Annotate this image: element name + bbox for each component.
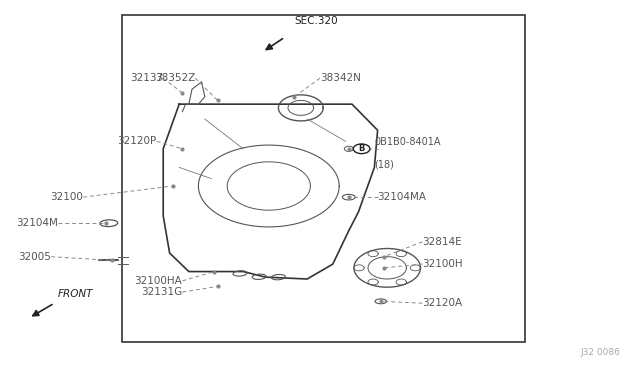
Circle shape: [353, 144, 370, 154]
Text: 32120A: 32120A: [422, 298, 463, 308]
Text: 32104M: 32104M: [16, 218, 58, 228]
Text: B: B: [358, 144, 365, 153]
Text: 32131G: 32131G: [141, 287, 182, 297]
FancyBboxPatch shape: [122, 15, 525, 342]
Text: FRONT: FRONT: [58, 289, 93, 299]
Text: 32137: 32137: [130, 73, 163, 83]
Text: 0B1B0-8401A: 0B1B0-8401A: [374, 137, 441, 147]
Text: 38352Z: 38352Z: [155, 73, 195, 83]
Text: (18): (18): [374, 160, 394, 170]
Text: 32100: 32100: [51, 192, 83, 202]
Text: 32005: 32005: [19, 252, 51, 262]
Text: 38342N: 38342N: [320, 73, 361, 83]
Text: 32104MA: 32104MA: [378, 192, 427, 202]
Text: 32100H: 32100H: [422, 259, 463, 269]
Text: 32100HA: 32100HA: [134, 276, 182, 286]
Text: J32 0086: J32 0086: [581, 348, 621, 357]
Text: 32120P: 32120P: [118, 137, 157, 146]
Text: SEC.320: SEC.320: [294, 16, 338, 26]
Text: 32814E: 32814E: [422, 237, 462, 247]
